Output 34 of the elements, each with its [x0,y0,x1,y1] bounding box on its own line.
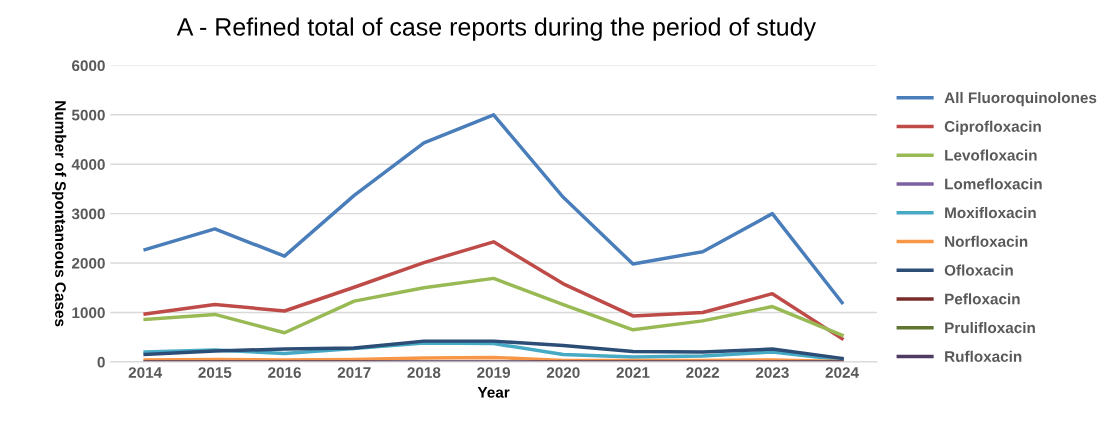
legend-label: Levofloxacin [945,149,1037,161]
y-tick-label: 4000 [71,159,105,170]
x-tick-label: 2022 [686,367,720,378]
legend-label: Pefloxacin [945,293,1020,305]
legend-label: Moxifloxacin [945,206,1036,219]
y-tick-label: 5000 [71,109,105,121]
x-tick-label: 2021 [616,367,650,378]
line-series [143,276,844,337]
y-tick-label: 6000 [72,60,105,72]
legend-label: Norfloxacin [945,235,1028,247]
line-series [143,240,844,341]
x-tick-label: 2023 [755,367,789,378]
legend-label: All Fluoroquinolones [944,91,1097,107]
x-axis-title: Year [477,387,510,398]
x-tick-label: 2014 [128,367,163,378]
y-tick-label: 1000 [72,307,105,319]
legend-label: Lomefloxacin [945,178,1042,190]
chart-title: A - Refined total of case reports during the period of study [176,17,816,41]
y-tick-label: 3000 [71,208,105,220]
legend-label: Prulifloxacin [945,321,1035,334]
x-tick-label: 2019 [477,367,511,378]
y-axis-title: Number of Spontaneous Cases [52,101,67,327]
x-tick-label: 2015 [198,367,232,378]
x-tick-label: 2018 [407,367,441,378]
line-series [143,113,844,305]
legend-label: Ciprofloxacin [944,120,1041,135]
legend-label: Ofloxacin [944,264,1013,276]
x-tick-label: 2017 [337,367,371,378]
x-tick-label: 2024 [825,367,859,378]
legend-label: Rufloxacin [945,350,1022,362]
x-tick-label: 2020 [546,367,580,378]
x-tick-label: 2016 [268,367,301,378]
y-tick-label: 2000 [71,257,105,269]
y-tick-label: 0 [97,356,105,368]
